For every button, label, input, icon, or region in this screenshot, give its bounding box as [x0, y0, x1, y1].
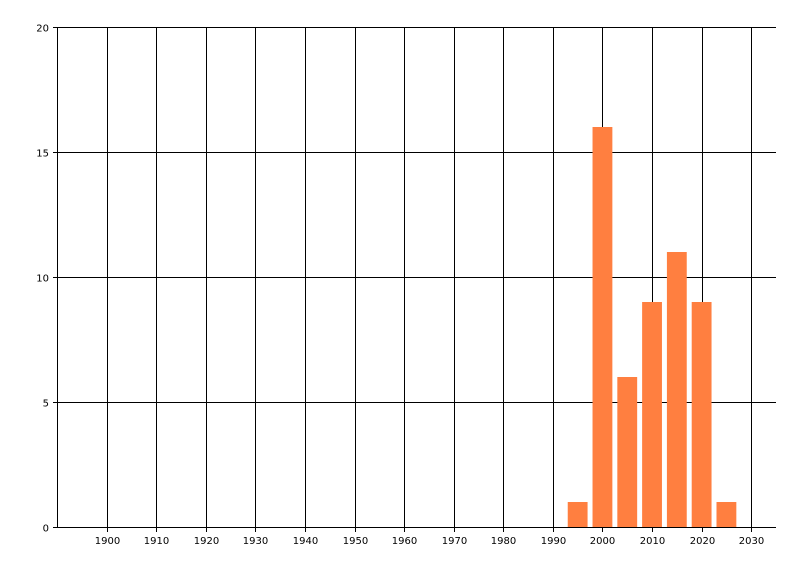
x-tick-label: 1970	[442, 536, 467, 547]
x-tick-label: 1990	[541, 536, 566, 547]
x-tick-label: 2020	[690, 536, 715, 547]
x-tick-label: 1920	[194, 536, 219, 547]
x-tick-label: 1940	[293, 536, 318, 547]
y-tick-label: 0	[43, 524, 49, 535]
y-tick-label: 10	[36, 274, 49, 285]
bar-2020	[691, 302, 712, 527]
x-tick-label: 2000	[590, 536, 615, 547]
x-tick-label: 2030	[739, 536, 764, 547]
x-tick-label: 1960	[392, 536, 417, 547]
x-tick-label: 1930	[243, 536, 268, 547]
bar-2010	[642, 302, 662, 527]
bar-1995	[567, 502, 588, 527]
bar-2015	[666, 252, 687, 527]
y-tick-label: 5	[43, 399, 49, 410]
x-tick-label: 1950	[343, 536, 368, 547]
y-tick-label: 20	[36, 24, 49, 35]
x-tick-label: 1980	[491, 536, 516, 547]
x-tick-label: 1910	[144, 536, 169, 547]
bar-2000	[592, 127, 613, 527]
y-tick-label: 15	[36, 149, 49, 160]
bar-2005	[617, 377, 638, 527]
x-tick-label: 1900	[95, 536, 120, 547]
bar-2025	[716, 502, 737, 527]
x-tick-label: 2010	[640, 536, 665, 547]
